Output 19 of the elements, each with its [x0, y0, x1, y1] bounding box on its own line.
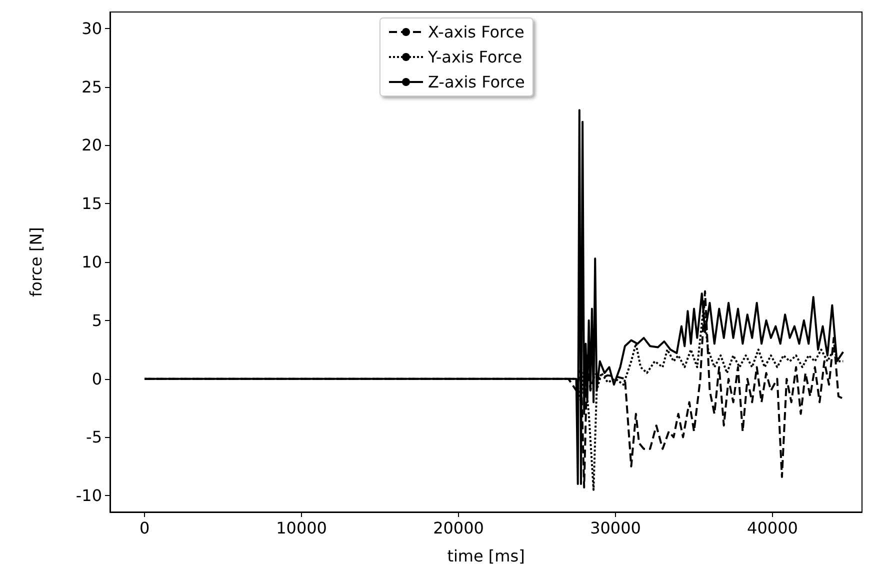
y-tick-label: 20 — [82, 136, 102, 155]
x-axis-title: time [ms] — [447, 546, 525, 566]
y-tick-label: 30 — [82, 18, 102, 38]
x-tick-label: 0 — [139, 518, 150, 538]
x-tick-label: 30000 — [590, 518, 641, 538]
y-tick-label: 5 — [92, 310, 102, 330]
x-tick-label: 40000 — [747, 518, 798, 538]
legend-label: Y-axis Force — [427, 48, 522, 66]
y-tick-label: 0 — [92, 369, 102, 388]
y-tick-label: -10 — [76, 486, 102, 506]
legend-label: X-axis Force — [428, 22, 524, 42]
x-tick-label: 20000 — [433, 518, 484, 538]
legend-label: Z-axis Force — [428, 72, 525, 92]
y-tick-label: 10 — [82, 252, 102, 272]
y-tick-label: -5 — [86, 428, 102, 447]
y-tick-label: 25 — [82, 77, 102, 96]
y-axis-title: force [N] — [26, 227, 46, 297]
y-tick-label: 15 — [82, 194, 102, 214]
x-tick-label: 10000 — [276, 518, 327, 538]
